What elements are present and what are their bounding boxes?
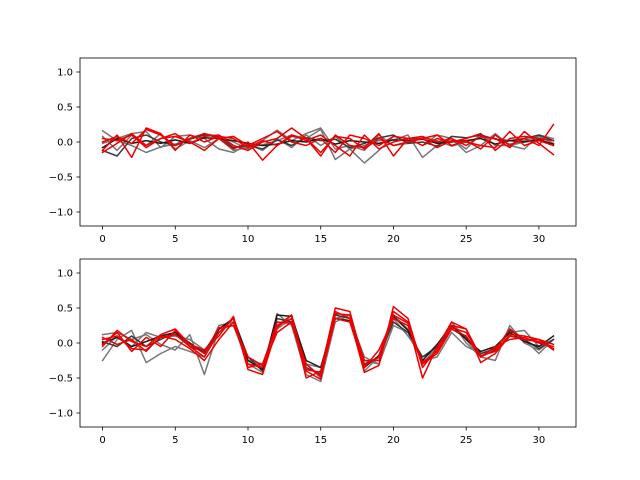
- x-tick-label: 5: [172, 234, 178, 245]
- x-tick-label: 0: [99, 435, 105, 446]
- y-tick-label: −0.5: [49, 374, 73, 385]
- x-tick-label: 30: [533, 234, 546, 245]
- y-tick-label: −1.0: [49, 409, 73, 420]
- series-group: [101, 123, 555, 164]
- x-tick-label: 5: [172, 435, 178, 446]
- series-line-6: [101, 307, 555, 379]
- x-tick-label: 20: [387, 435, 400, 446]
- x-tick-label: 15: [314, 234, 327, 245]
- x-tick-label: 25: [460, 435, 473, 446]
- y-tick-label: −0.5: [49, 173, 73, 184]
- y-tick-label: 1.0: [57, 68, 73, 79]
- series-line-5: [101, 137, 555, 149]
- y-tick-label: 1.0: [57, 269, 73, 280]
- x-tick-label: 30: [533, 435, 546, 446]
- series-line-8: [101, 317, 555, 378]
- x-tick-label: 0: [99, 234, 105, 245]
- y-tick-label: −1.0: [49, 208, 73, 219]
- x-tick-label: 10: [242, 435, 255, 446]
- y-tick-label: 0.5: [57, 304, 73, 315]
- y-tick-label: 0.0: [57, 339, 73, 350]
- series-line-9: [101, 130, 555, 154]
- series-line-8: [101, 127, 555, 159]
- x-tick-label: 15: [314, 435, 327, 446]
- subplot-1: 0 5 10 15 20 25 30 −1.0 −0.5 0.0 0.5 1.0: [49, 57, 577, 245]
- y-tick-label: 0.0: [57, 138, 73, 149]
- series-line-9: [101, 312, 555, 374]
- x-tick-label: 10: [242, 234, 255, 245]
- x-tick-label: 25: [460, 234, 473, 245]
- subplot-2: 0 5 10 15 20 25 30 −1.0 −0.5 0.0 0.5 1.0: [49, 258, 577, 446]
- x-tick-label: 20: [387, 234, 400, 245]
- series-group: [101, 305, 555, 383]
- y-tick-label: 0.5: [57, 103, 73, 114]
